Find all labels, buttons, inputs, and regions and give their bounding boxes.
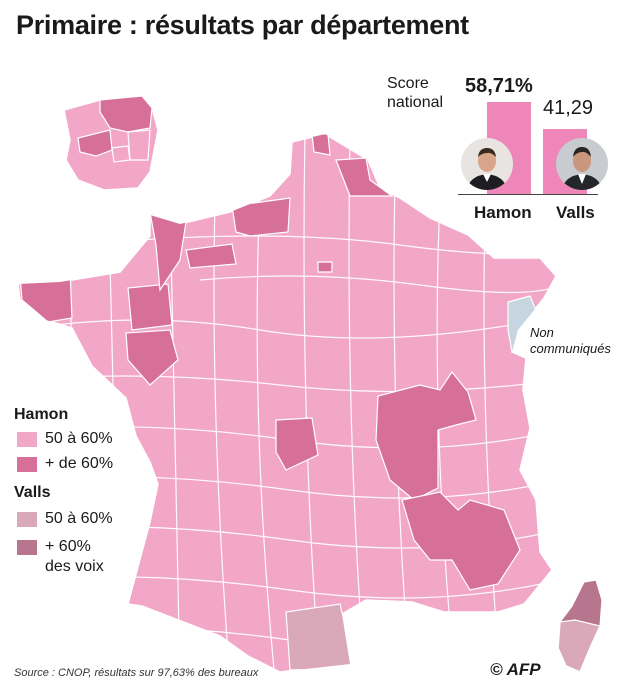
legend-label-hamon-50-60: 50 à 60% bbox=[45, 430, 113, 447]
mainland-france bbox=[17, 133, 557, 673]
legend-swatch-hamon-50-60 bbox=[17, 432, 37, 447]
valls-name: Valls bbox=[556, 203, 595, 222]
page-title: Primaire : résultats par département bbox=[16, 10, 469, 40]
source-note: Source : CNOP, résultats sur 97,63% des … bbox=[14, 667, 259, 679]
legend-label-valls-60-plus-2: des voix bbox=[45, 558, 104, 575]
national-score-label: Score national bbox=[387, 75, 444, 111]
hamon-name: Hamon bbox=[474, 203, 532, 222]
legend-swatch-hamon-60-plus bbox=[17, 457, 37, 472]
legend-label-valls-50-60: 50 à 60% bbox=[45, 510, 113, 527]
bar-baseline bbox=[458, 194, 598, 195]
valls-national-pct: 41,29 bbox=[543, 97, 594, 119]
valls-50-60-areas bbox=[285, 603, 353, 671]
hamon-national-pct: 58,71% bbox=[465, 75, 533, 97]
hamon-portrait bbox=[461, 138, 513, 190]
ile-de-france-inset bbox=[63, 95, 159, 191]
legend-hamon-title: Hamon bbox=[14, 406, 69, 423]
legend-valls-title: Valls bbox=[14, 484, 51, 501]
non-communiques-label: Non communiqués bbox=[530, 325, 611, 356]
afp-credit: © AFP bbox=[490, 660, 541, 679]
legend-swatch-valls-50-60 bbox=[17, 512, 37, 527]
valls-portrait bbox=[556, 138, 608, 190]
legend-label-valls-60-plus-1: + 60% bbox=[45, 538, 91, 555]
legend-label-hamon-60-plus: + de 60% bbox=[45, 455, 114, 472]
legend-swatch-valls-60-plus bbox=[17, 540, 37, 555]
corsica bbox=[557, 579, 603, 673]
hamon-60-plus-areas bbox=[19, 134, 521, 591]
